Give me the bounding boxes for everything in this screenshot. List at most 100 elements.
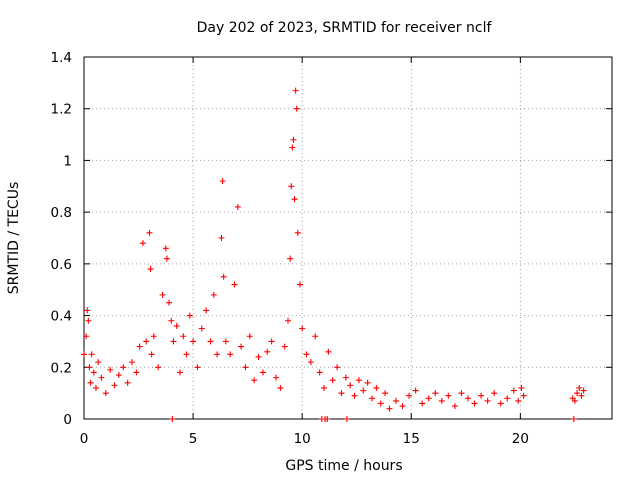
data-point — [183, 351, 190, 358]
data-point — [325, 348, 332, 355]
data-point — [90, 369, 97, 376]
data-point — [203, 307, 210, 314]
data-point — [168, 317, 175, 324]
y-tick-label: 0 — [63, 412, 72, 428]
data-point — [478, 392, 485, 399]
data-point — [425, 395, 432, 402]
data-point — [338, 390, 345, 397]
x-tick-label: 20 — [512, 431, 529, 447]
data-point — [148, 351, 155, 358]
data-point — [307, 359, 314, 366]
data-point — [369, 395, 375, 402]
data-point — [458, 390, 465, 397]
data-point — [170, 338, 177, 345]
data-point — [218, 235, 225, 241]
data-point — [219, 178, 226, 185]
data-point — [93, 384, 99, 391]
data-point — [360, 387, 367, 394]
data-point — [303, 351, 310, 358]
data-point — [102, 390, 109, 397]
data-point — [291, 196, 298, 203]
y-tick-label: 1.4 — [51, 50, 72, 66]
data-point — [115, 372, 122, 379]
data-point — [159, 291, 166, 298]
data-point — [88, 351, 95, 358]
data-point — [334, 364, 341, 371]
data-point — [432, 390, 439, 397]
data-point — [163, 255, 170, 262]
data-point — [139, 240, 146, 247]
data-point — [264, 348, 271, 355]
data-point — [471, 400, 478, 407]
y-axis-label: SRMTID / TECUs — [6, 182, 22, 295]
data-point — [406, 392, 413, 399]
data-point — [576, 384, 583, 391]
data-point — [85, 317, 92, 324]
data-point — [169, 416, 176, 422]
data-point — [491, 390, 498, 397]
data-point — [177, 369, 183, 376]
data-point — [268, 338, 275, 345]
data-point — [574, 390, 581, 397]
grid-lines — [84, 57, 612, 419]
data-point — [382, 390, 389, 397]
data-point — [316, 369, 323, 376]
data-point — [321, 384, 327, 391]
data-point — [242, 364, 249, 371]
data-point — [438, 397, 445, 404]
data-point — [136, 343, 143, 350]
data-point — [155, 364, 162, 371]
data-point — [288, 183, 295, 190]
data-points — [81, 87, 587, 422]
data-point — [273, 374, 279, 381]
data-point — [255, 353, 262, 360]
data-point — [465, 395, 471, 402]
data-point — [107, 366, 114, 373]
data-point — [347, 382, 354, 389]
data-point — [281, 343, 288, 350]
x-tick-label: 0 — [80, 431, 89, 447]
data-point — [214, 351, 221, 358]
x-tick-label: 10 — [294, 431, 311, 447]
data-point — [124, 379, 131, 386]
data-point — [518, 384, 525, 391]
data-point — [194, 364, 201, 371]
y-tick-label: 1 — [63, 153, 72, 169]
data-point — [324, 416, 331, 422]
data-point — [497, 400, 504, 407]
data-point — [504, 395, 511, 402]
data-point — [227, 351, 234, 358]
data-point — [198, 325, 205, 332]
data-point — [355, 377, 362, 384]
data-point — [246, 333, 253, 340]
data-point — [451, 403, 458, 410]
data-point — [111, 382, 118, 389]
data-point — [580, 387, 587, 394]
data-point — [393, 397, 399, 404]
data-point — [150, 333, 157, 340]
data-point — [312, 333, 319, 340]
data-point — [294, 229, 301, 236]
data-point — [510, 387, 517, 394]
data-point — [251, 377, 258, 384]
data-point — [95, 359, 102, 366]
y-tick-label: 1.2 — [51, 102, 72, 118]
data-point — [84, 307, 91, 314]
y-tick-label: 0.6 — [51, 257, 72, 273]
data-point — [578, 392, 585, 399]
data-point — [289, 144, 296, 151]
data-point — [120, 364, 127, 371]
data-point — [259, 369, 266, 376]
data-point — [484, 397, 491, 404]
data-point — [143, 338, 150, 345]
data-point — [166, 299, 173, 306]
data-point — [146, 229, 153, 236]
data-point — [292, 87, 299, 94]
data-point — [343, 416, 350, 422]
data-point — [129, 359, 135, 366]
data-point — [364, 379, 371, 386]
y-tick-label: 0.2 — [51, 360, 72, 376]
data-point — [87, 379, 94, 386]
